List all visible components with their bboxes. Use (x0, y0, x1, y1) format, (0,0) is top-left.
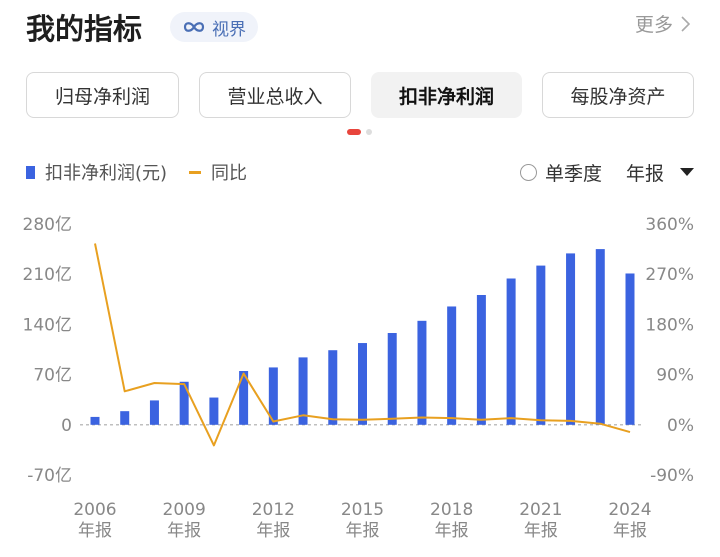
x-tick-year: 2012 (252, 500, 295, 520)
tab-label: 营业总收入 (227, 85, 323, 108)
tab-total-revenue[interactable]: 营业总收入 (199, 72, 351, 118)
left-axis-tick: -70亿 (27, 466, 72, 486)
bar-2009 (179, 381, 189, 425)
bar-2006 (90, 416, 100, 425)
bar-2017 (417, 320, 427, 425)
quarter-label[interactable]: 单季度 (544, 162, 602, 185)
legend-line-label: 同比 (211, 163, 248, 184)
bar-2015 (358, 343, 367, 425)
legend-bar-label: 扣非净利润(元) (45, 163, 168, 184)
x-tick-sub: 年报 (346, 521, 380, 541)
x-tick-year: 2021 (519, 500, 562, 520)
tab-parent-net-profit[interactable]: 归母净利润 (26, 72, 179, 118)
right-axis-tick: 180% (645, 315, 694, 335)
x-tick-sub: 年报 (524, 521, 558, 541)
x-tick-year: 2015 (341, 500, 384, 520)
bar-2011 (239, 371, 249, 425)
more-label: 更多 (634, 14, 673, 36)
bar-2012 (268, 367, 278, 425)
bar-2019 (476, 294, 486, 425)
legend-line-swatch (189, 170, 202, 174)
chart-legend: 扣非净利润(元) 同比 (26, 158, 247, 186)
page-dot-active (347, 129, 361, 135)
x-tick-year: 2018 (430, 500, 473, 520)
chart-options: 单季度 年报 (519, 158, 694, 186)
legend-bar-swatch (26, 165, 35, 179)
x-tick-sub: 年报 (435, 521, 469, 541)
header: 我的指标 视界 更多 (0, 0, 720, 52)
bar-2016 (387, 333, 397, 425)
metric-tabs: 归母净利润 营业总收入 扣非净利润 每股净资产 (26, 72, 696, 120)
tab-label: 每股净资产 (570, 85, 666, 108)
profit-chart: 280亿 210亿 140亿 70亿 0 -70亿 360% 270% 180% 90% 0% -90… (23, 215, 694, 541)
left-axis-tick: 210亿 (23, 265, 72, 285)
page-title: 我的指标 (26, 12, 143, 46)
more-link[interactable]: 更多 (635, 10, 690, 37)
left-axis-tick: 70亿 (33, 366, 72, 386)
right-axis-tick: -90% (650, 466, 694, 486)
vision-badge-label: 视界 (212, 19, 246, 40)
x-tick-sub: 年报 (613, 521, 647, 541)
dropdown-caret-icon (680, 168, 694, 176)
quarter-radio[interactable] (519, 163, 537, 181)
left-axis-tick: 140亿 (23, 315, 72, 335)
right-axis-tick: 90% (656, 366, 694, 386)
tab-label: 扣非净利润 (398, 85, 494, 108)
x-tick-year: 2009 (163, 500, 206, 520)
period-label: 年报 (625, 162, 664, 185)
bar-2010 (209, 397, 219, 425)
left-axis-tick: 280亿 (23, 215, 72, 235)
bar-2014 (328, 350, 338, 425)
bar-2020 (506, 278, 516, 425)
x-tick-year: 2024 (608, 500, 651, 520)
x-tick-sub: 年报 (167, 521, 201, 541)
bar-2023 (595, 249, 605, 425)
page-indicator (347, 129, 372, 135)
chevron-right-icon (681, 15, 690, 32)
right-axis-tick: 360% (645, 215, 694, 235)
x-tick-sub: 年报 (78, 521, 112, 541)
vision-badge[interactable]: 视界 (170, 12, 258, 42)
tab-deducted-net-profit[interactable]: 扣非净利润 (371, 72, 522, 118)
left-axis-tick: 0 (61, 416, 72, 436)
bar-2021 (536, 265, 546, 425)
infinity-icon (183, 22, 205, 32)
right-axis-tick: 0% (667, 416, 694, 436)
bar-2013 (298, 357, 308, 425)
page-dot (366, 129, 372, 135)
bar-2008 (149, 400, 159, 425)
bar-2007 (120, 411, 130, 425)
bar-2024 (625, 273, 635, 425)
right-axis-tick: 270% (645, 265, 694, 285)
bar-2022 (566, 253, 576, 425)
x-tick-sub: 年报 (256, 521, 290, 541)
x-tick-year: 2006 (73, 500, 116, 520)
yoy-line (94, 243, 631, 447)
bar-2018 (447, 306, 457, 425)
tab-net-assets-per-share[interactable]: 每股净资产 (542, 72, 694, 118)
tab-label: 归母净利润 (54, 85, 150, 108)
period-select[interactable]: 年报 (626, 159, 694, 186)
